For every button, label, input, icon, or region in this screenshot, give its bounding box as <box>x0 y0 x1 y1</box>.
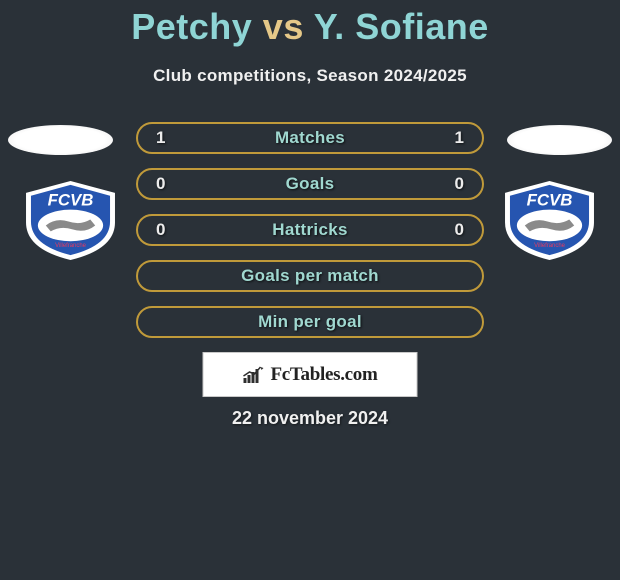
subtitle: Club competitions, Season 2024/2025 <box>0 66 620 86</box>
stat-value-left: 1 <box>156 128 176 148</box>
brand-attribution: FcTables.com <box>203 352 418 397</box>
player2-avatar <box>507 125 612 155</box>
svg-text:FCVB: FCVB <box>48 191 94 210</box>
stat-row-goals: 0 Goals 0 <box>136 168 484 200</box>
stat-row-hattricks: 0 Hattricks 0 <box>136 214 484 246</box>
brand-name: FcTables.com <box>270 364 377 386</box>
stat-row-goals-per-match: Goals per match <box>136 260 484 292</box>
player1-name: Petchy <box>131 6 252 47</box>
svg-text:Villefranche: Villefranche <box>534 243 566 249</box>
player2-club-badge: FCVB Villefranche <box>500 178 599 263</box>
club-badge-icon: FCVB Villefranche <box>500 178 599 263</box>
club-badge-icon: FCVB Villefranche <box>21 178 120 263</box>
stat-value-left: 0 <box>156 174 176 194</box>
bar-chart-icon <box>242 366 264 384</box>
stat-label: Hattricks <box>138 220 482 240</box>
stat-value-left: 0 <box>156 220 176 240</box>
stat-value-right: 1 <box>444 128 464 148</box>
svg-text:Villefranche: Villefranche <box>55 243 87 249</box>
comparison-card: Petchy vs Y. Sofiane Club competitions, … <box>0 0 620 580</box>
stat-row-min-per-goal: Min per goal <box>136 306 484 338</box>
player1-club-badge: FCVB Villefranche <box>21 178 120 263</box>
player1-avatar <box>8 125 113 155</box>
date-label: 22 november 2024 <box>0 408 620 429</box>
page-title: Petchy vs Y. Sofiane <box>0 0 620 48</box>
vs-separator: vs <box>263 6 304 47</box>
stat-value-right: 0 <box>444 220 464 240</box>
stat-row-matches: 1 Matches 1 <box>136 122 484 154</box>
stat-label: Goals <box>138 174 482 194</box>
stat-label: Matches <box>138 128 482 148</box>
stat-label: Min per goal <box>138 312 482 332</box>
svg-text:FCVB: FCVB <box>527 191 573 210</box>
player2-name: Y. Sofiane <box>314 6 489 47</box>
stat-value-right: 0 <box>444 174 464 194</box>
stats-list: 1 Matches 1 0 Goals 0 0 Hattricks 0 Goal… <box>136 122 484 352</box>
stat-label: Goals per match <box>138 266 482 286</box>
